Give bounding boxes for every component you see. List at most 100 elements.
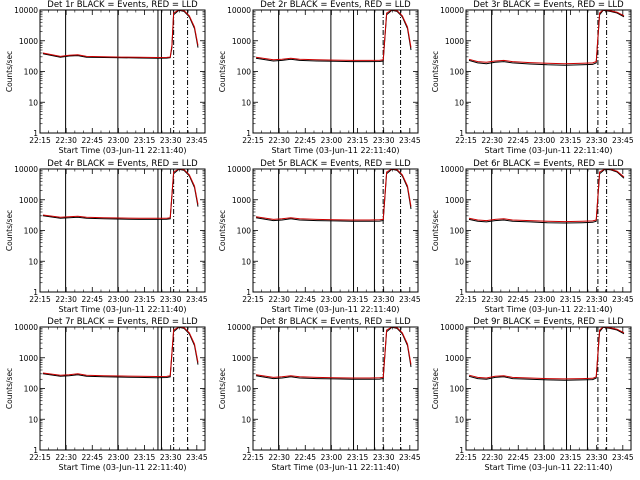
x-tick-label: 23:30 <box>586 453 608 462</box>
y-tick-label: 10000 <box>440 6 464 15</box>
x-axis-label: Start Time (03-Jun-11 22:11:40) <box>59 463 187 472</box>
y-tick-label: 1000 <box>232 37 251 46</box>
x-tick-label: 22:30 <box>55 136 77 145</box>
y-tick-label: 10000 <box>227 165 251 174</box>
lld-series-line <box>255 10 412 61</box>
x-tick-label: 22:45 <box>81 136 103 145</box>
y-axis-label: Counts/sec <box>218 368 227 409</box>
panel-title: Det 7r BLACK = Events, RED = LLD <box>47 317 198 327</box>
x-tick-label: 22:45 <box>294 453 316 462</box>
x-tick-label: 22:45 <box>507 295 529 304</box>
y-tick-label: 100 <box>24 385 39 394</box>
x-tick-label: 22:30 <box>55 295 77 304</box>
y-tick-label: 10 <box>28 415 38 424</box>
events-series-line <box>42 327 199 379</box>
lld-series-line <box>468 327 625 380</box>
y-tick-label: 1 <box>33 446 38 455</box>
y-tick-label: 1 <box>246 129 251 138</box>
y-tick-label: 1000 <box>232 354 251 363</box>
y-tick-label: 100 <box>237 385 252 394</box>
events-series-line <box>468 327 625 381</box>
y-tick-label: 100 <box>450 68 465 77</box>
detector-panel-8: Det 8r BLACK = Events, RED = LLD 1 10 100 10… <box>218 317 421 472</box>
y-tick-label: 1 <box>33 129 38 138</box>
x-tick-label: 23:15 <box>347 453 369 462</box>
plot-area <box>255 327 412 450</box>
y-tick-label: 1000 <box>19 354 38 363</box>
detector-panel-4: Det 4r BLACK = Events, RED = LLD 1 10 100 10… <box>5 159 208 314</box>
x-tick-label: 23:30 <box>586 136 608 145</box>
x-tick-label: 23:15 <box>134 136 156 145</box>
y-axis-label: Counts/sec <box>218 51 227 92</box>
panel-title: Det 6r BLACK = Events, RED = LLD <box>473 159 624 169</box>
y-tick-label: 1 <box>459 446 464 455</box>
events-series-line <box>255 10 412 63</box>
detector-panel-2: Det 2r BLACK = Events, RED = LLD 1 10 100 10… <box>218 0 421 155</box>
lld-series-line <box>42 169 199 219</box>
x-tick-label: 23:00 <box>534 136 556 145</box>
x-tick-label: 23:30 <box>373 136 395 145</box>
x-axis-label: Start Time (03-Jun-11 22:11:40) <box>59 305 187 314</box>
x-axis-label: Start Time (03-Jun-11 22:11:40) <box>485 463 613 472</box>
y-tick-label: 10 <box>454 98 464 107</box>
x-tick-label: 23:00 <box>534 453 556 462</box>
x-tick-label: 23:15 <box>347 136 369 145</box>
y-tick-label: 1000 <box>232 196 251 205</box>
y-tick-label: 10000 <box>227 6 251 15</box>
y-tick-label: 10000 <box>14 165 38 174</box>
x-tick-label: 23:15 <box>134 295 156 304</box>
x-tick-label: 23:30 <box>160 453 182 462</box>
x-tick-label: 22:45 <box>81 295 103 304</box>
x-tick-label: 23:00 <box>321 136 343 145</box>
x-tick-label: 22:45 <box>294 136 316 145</box>
x-tick-label: 23:00 <box>321 453 343 462</box>
x-tick-label: 23:30 <box>160 295 182 304</box>
x-tick-label: 23:30 <box>160 136 182 145</box>
x-tick-label: 23:45 <box>399 453 421 462</box>
lld-series-line <box>42 327 199 378</box>
y-axis-label: Counts/sec <box>218 210 227 251</box>
x-tick-label: 23:45 <box>612 453 634 462</box>
plot-frame <box>39 168 206 293</box>
y-tick-label: 1 <box>33 288 38 297</box>
plot-area <box>468 327 625 450</box>
panel-title: Det 5r BLACK = Events, RED = LLD <box>260 159 411 169</box>
x-tick-label: 23:15 <box>560 136 582 145</box>
x-tick-label: 22:15 <box>455 136 477 145</box>
x-tick-label: 23:30 <box>373 295 395 304</box>
x-tick-label: 23:45 <box>399 136 421 145</box>
plot-frame <box>252 9 419 134</box>
lld-series-line <box>255 169 412 221</box>
x-tick-label: 23:45 <box>399 295 421 304</box>
x-tick-label: 22:30 <box>268 453 290 462</box>
y-tick-label: 1000 <box>19 196 38 205</box>
x-axis-label: Start Time (03-Jun-11 22:11:40) <box>272 305 400 314</box>
x-axis-label: Start Time (03-Jun-11 22:11:40) <box>485 146 613 155</box>
y-axis-label: Counts/sec <box>431 210 440 251</box>
y-axis-label: Counts/sec <box>5 210 14 251</box>
y-tick-label: 10 <box>454 415 464 424</box>
x-axis-label: Start Time (03-Jun-11 22:11:40) <box>485 305 613 314</box>
plot-area <box>255 10 412 133</box>
lld-series-line <box>468 169 625 223</box>
detector-panel-3: Det 3r BLACK = Events, RED = LLD 1 10 100 10… <box>431 0 634 155</box>
events-series-line <box>255 169 412 222</box>
detector-panel-6: Det 6r BLACK = Events, RED = LLD 1 10 100 10… <box>431 159 634 314</box>
detector-panel-5: Det 5r BLACK = Events, RED = LLD 1 10 100 10… <box>218 159 421 314</box>
x-tick-label: 23:15 <box>560 453 582 462</box>
y-axis-label: Counts/sec <box>431 368 440 409</box>
plot-area <box>468 169 625 292</box>
y-axis-label: Counts/sec <box>431 51 440 92</box>
y-tick-label: 1 <box>459 288 464 297</box>
y-tick-label: 1000 <box>19 37 38 46</box>
x-axis-label: Start Time (03-Jun-11 22:11:40) <box>59 146 187 155</box>
y-tick-label: 1 <box>246 288 251 297</box>
x-tick-label: 22:45 <box>81 453 103 462</box>
y-tick-label: 10 <box>241 415 251 424</box>
y-tick-label: 10 <box>28 257 38 266</box>
x-tick-label: 22:30 <box>268 295 290 304</box>
x-tick-label: 23:45 <box>612 295 634 304</box>
x-tick-label: 22:15 <box>29 136 51 145</box>
x-tick-label: 22:15 <box>455 295 477 304</box>
